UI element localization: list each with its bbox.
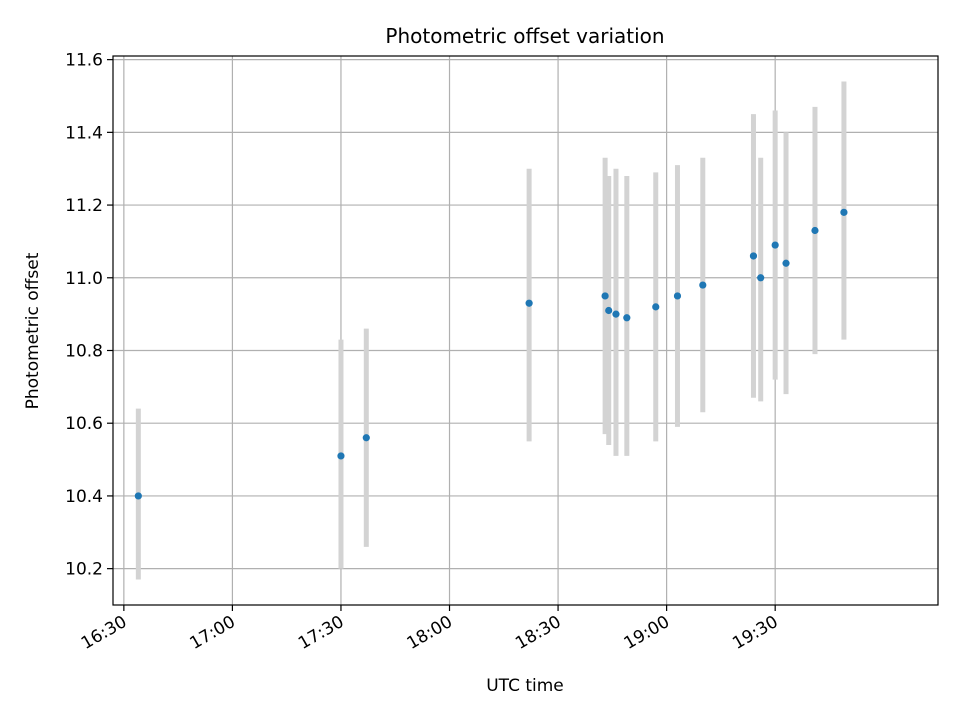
- data-point: [605, 306, 613, 315]
- data-point: [749, 252, 758, 260]
- data-point: [771, 241, 779, 249]
- chart-title: Photometric offset variation: [385, 24, 664, 48]
- errorbar-layer: [135, 81, 847, 580]
- data-point: [612, 310, 620, 318]
- data-point: [623, 314, 631, 322]
- y-tick-label: 10.8: [65, 341, 103, 361]
- x-tick-label: 16:30: [78, 612, 130, 654]
- data-point: [840, 208, 848, 216]
- x-tick-label: 18:30: [512, 612, 564, 654]
- y-tick-label: 11.2: [65, 196, 103, 216]
- x-tick-label: 19:00: [621, 612, 673, 654]
- data-point: [337, 452, 345, 460]
- y-tick-label: 10.6: [65, 414, 103, 434]
- x-tick-layer: 16:30 17:00 17:30 18:00 18:30 19:00 19:30: [78, 605, 782, 654]
- y-axis-title: Photometric offset: [23, 252, 43, 409]
- data-point: [811, 226, 819, 235]
- point-layer: [134, 208, 848, 500]
- data-point: [362, 434, 370, 442]
- data-point: [134, 492, 142, 500]
- y-tick-label: 10.2: [65, 560, 103, 580]
- y-tick-label: 11.0: [65, 269, 103, 289]
- data-point: [673, 292, 682, 300]
- y-tick-label: 11.6: [65, 51, 103, 71]
- grid-layer: [113, 56, 938, 605]
- x-tick-label: 19:30: [729, 612, 781, 654]
- x-tick-label: 17:30: [295, 612, 347, 654]
- data-point: [601, 292, 609, 300]
- plot-frame: [112, 55, 939, 606]
- y-tick-label: 10.4: [65, 487, 103, 507]
- data-point: [757, 274, 765, 282]
- y-tick-label: 11.4: [65, 123, 103, 143]
- x-axis-title: UTC time: [486, 676, 564, 696]
- y-tick-layer: 10.2 10.4 10.6 10.8 11.0 11.2 11.4 11.6: [65, 51, 113, 580]
- data-point: [699, 281, 707, 289]
- data-point: [782, 259, 790, 267]
- x-tick-label: 17:00: [186, 612, 238, 654]
- data-point: [652, 303, 660, 311]
- x-tick-label: 18:00: [404, 612, 456, 654]
- data-point: [525, 299, 533, 307]
